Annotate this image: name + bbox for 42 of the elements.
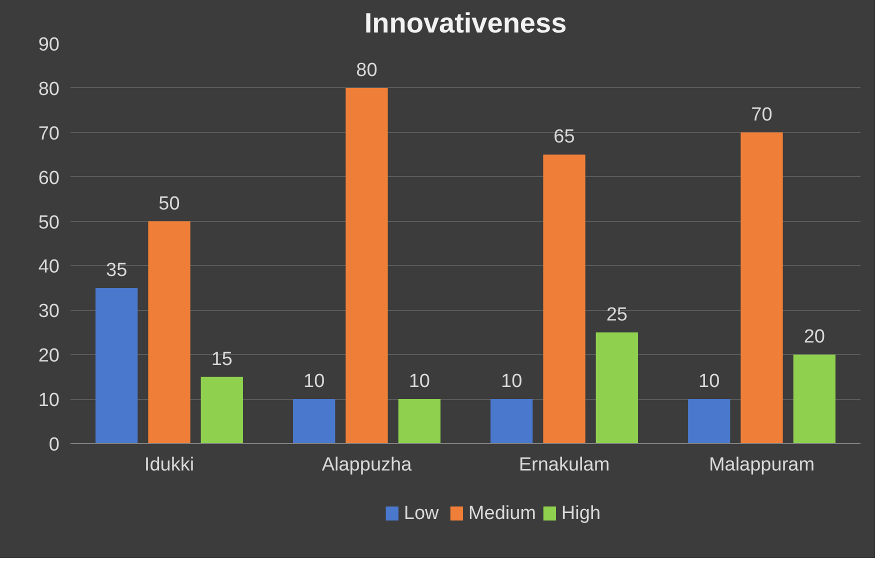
data-label: 65 — [554, 126, 575, 148]
chart-title: Innovativeness — [364, 8, 567, 38]
bar — [346, 88, 388, 444]
data-label: 10 — [304, 371, 325, 392]
y-tick-label: 40 — [38, 256, 60, 278]
y-tick-label: 30 — [38, 301, 60, 322]
bar — [596, 332, 638, 444]
data-label: 50 — [158, 193, 180, 214]
x-tick-label: Idukki — [144, 454, 194, 476]
y-tick-label: 80 — [38, 78, 60, 100]
bar — [96, 288, 138, 444]
bar — [793, 354, 836, 444]
y-tick-label: 10 — [38, 390, 60, 412]
y-tick-label: 0 — [48, 434, 60, 456]
y-tick-label: 60 — [38, 168, 60, 189]
legend-label: Medium — [468, 503, 536, 524]
x-tick-label: Ernakulam — [518, 454, 610, 476]
data-label: 10 — [408, 371, 430, 392]
data-label: 70 — [751, 104, 772, 126]
bar — [398, 399, 440, 444]
x-tick-label: Alappuzha — [322, 454, 412, 476]
data-label: 35 — [106, 260, 128, 281]
y-tick-label: 20 — [38, 346, 60, 367]
bar — [200, 376, 243, 444]
data-label: 15 — [211, 348, 232, 370]
x-tick-label: Malappuram — [708, 454, 815, 476]
data-label: 10 — [698, 371, 720, 392]
y-tick-label: 50 — [38, 212, 60, 234]
bar — [740, 132, 783, 444]
data-label: 25 — [606, 304, 628, 326]
bar — [148, 221, 190, 444]
data-label: 10 — [501, 371, 522, 392]
y-tick-label: 90 — [38, 34, 60, 56]
bar — [490, 399, 533, 444]
bar — [543, 154, 586, 444]
data-label: 20 — [804, 326, 825, 348]
legend-label: High — [561, 503, 601, 524]
y-tick-label: 70 — [38, 123, 60, 144]
bar — [293, 399, 336, 444]
bar — [688, 399, 730, 444]
data-label: 80 — [356, 60, 378, 81]
legend-label: Low — [404, 503, 440, 524]
